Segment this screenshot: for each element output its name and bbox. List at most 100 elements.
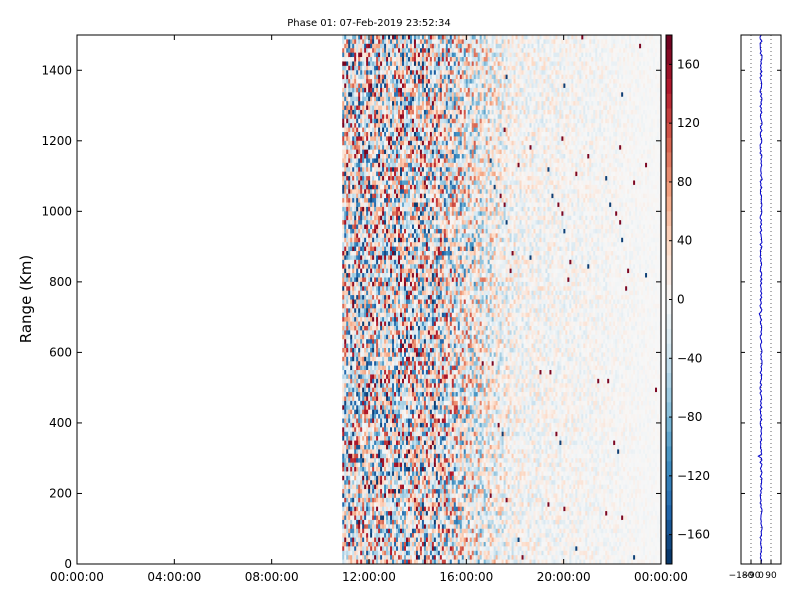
heatmap-cell	[358, 352, 361, 358]
heatmap-cell	[350, 347, 353, 353]
heatmap-cell	[350, 493, 353, 499]
heatmap-cell	[354, 74, 357, 80]
heatmap-cell	[356, 330, 359, 336]
heatmap-cell	[348, 215, 351, 221]
heatmap-cell	[346, 79, 349, 84]
heatmap-cell	[358, 462, 361, 468]
heatmap-cell	[348, 453, 351, 459]
heatmap-cell	[364, 114, 367, 120]
heatmap-cell	[354, 400, 357, 406]
heatmap-cell	[348, 242, 351, 247]
heatmap-cell	[354, 171, 357, 177]
heatmap-cell	[346, 449, 349, 455]
heatmap-cell	[364, 154, 367, 159]
heatmap-cell	[354, 431, 357, 437]
heatmap-cell	[350, 131, 353, 137]
heatmap-cell	[342, 140, 345, 146]
heatmap-cell	[360, 511, 363, 516]
heatmap-cell	[354, 281, 357, 287]
heatmap-cell	[352, 105, 355, 111]
heatmap-cell	[356, 290, 359, 296]
heatmap-cell	[358, 83, 361, 89]
heatmap-cell	[362, 418, 365, 424]
heatmap-cell	[352, 414, 355, 419]
heatmap-cell	[356, 506, 359, 512]
heatmap-cell	[350, 303, 353, 309]
heatmap-cell	[352, 541, 355, 547]
heatmap-cell	[344, 559, 347, 565]
heatmap-cell	[362, 237, 365, 243]
heatmap-cell	[350, 511, 353, 516]
heatmap-cell	[362, 131, 365, 137]
heatmap-cell	[342, 550, 345, 556]
heatmap-cell	[354, 202, 357, 208]
heatmap-cell	[352, 299, 355, 305]
heatmap-cell	[360, 387, 363, 393]
heatmap-cell	[356, 339, 359, 344]
heatmap-cell	[356, 502, 359, 508]
heatmap-cell	[354, 317, 357, 322]
heatmap-cell	[344, 233, 347, 239]
heatmap-cell	[346, 211, 349, 217]
heatmap-cell	[360, 453, 363, 459]
heatmap-cell	[346, 436, 349, 441]
heatmap-cell	[348, 87, 351, 93]
heatmap-cell	[356, 224, 359, 230]
heatmap-cell	[344, 109, 347, 115]
heatmap-cell	[352, 325, 355, 331]
heatmap-cell	[358, 154, 361, 159]
heatmap-cell	[358, 365, 361, 371]
heatmap-cell	[360, 325, 363, 331]
heatmap-cell	[356, 109, 359, 115]
heatmap-cell	[362, 537, 365, 543]
heatmap-cell	[350, 61, 353, 67]
heatmap-cell	[342, 167, 345, 173]
heatmap-cell	[364, 162, 367, 168]
heatmap-cell	[358, 506, 361, 512]
heatmap-cell	[354, 39, 357, 45]
heatmap-cell	[356, 453, 359, 459]
heatmap-cell	[350, 502, 353, 508]
heatmap-cell	[358, 480, 361, 486]
heatmap-cell	[356, 189, 359, 195]
heatmap-cell	[344, 493, 347, 499]
heatmap-cell	[350, 392, 353, 397]
heatmap-cell	[348, 489, 351, 494]
heatmap-cell	[348, 365, 351, 371]
heatmap-cell	[342, 497, 345, 503]
heatmap-cell	[354, 65, 357, 71]
heatmap-cell	[362, 339, 365, 344]
heatmap-cell	[356, 228, 359, 234]
heatmap-cell	[342, 489, 345, 494]
heatmap-cell	[362, 449, 365, 455]
heatmap-cell	[356, 550, 359, 556]
heatmap-cell	[364, 233, 367, 239]
heatmap-cell	[360, 409, 363, 415]
heatmap-cell	[352, 550, 355, 556]
heatmap-cell	[348, 559, 351, 565]
heatmap-cell	[362, 458, 365, 464]
heatmap-cell	[344, 528, 347, 534]
heatmap-cell	[360, 502, 363, 508]
heatmap-cell	[358, 39, 361, 45]
heatmap-cell	[352, 176, 355, 181]
heatmap-cell	[350, 370, 353, 375]
heatmap-cell	[358, 555, 361, 560]
heatmap-cell	[354, 52, 357, 58]
heatmap-cell	[360, 528, 363, 534]
heatmap-cell	[344, 317, 347, 322]
heatmap-cell	[354, 118, 357, 124]
heatmap-cell	[358, 290, 361, 296]
heatmap-cell	[358, 418, 361, 424]
heatmap-cell	[358, 167, 361, 173]
heatmap-cell	[346, 405, 349, 411]
heatmap-cell	[348, 484, 351, 490]
heatmap-cell	[356, 65, 359, 71]
heatmap-cell	[350, 295, 353, 300]
heatmap-cell	[360, 237, 363, 243]
heatmap-cell	[348, 228, 351, 234]
heatmap-cell	[346, 242, 349, 247]
heatmap-cell	[360, 361, 363, 367]
heatmap-cell	[342, 312, 345, 318]
heatmap-cell	[354, 537, 357, 543]
